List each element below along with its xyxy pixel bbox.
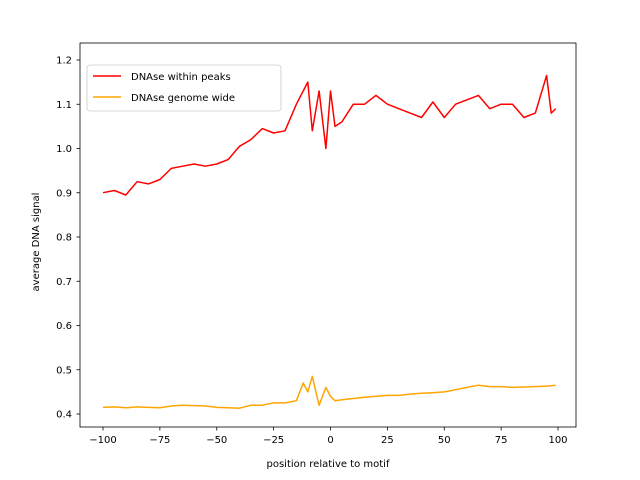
legend-box xyxy=(86,64,282,112)
y-tick-label: 0.8 xyxy=(56,233,72,244)
series-line-1 xyxy=(102,375,556,409)
y-tick-label: 0.4 xyxy=(56,410,72,421)
y-tick-label: 0.5 xyxy=(56,365,72,376)
x-axis-label: position relative to motif xyxy=(267,459,390,470)
axes-frame xyxy=(79,42,577,428)
x-tick-label: −25 xyxy=(263,435,284,446)
legend-label-peaks: DNAse within peaks xyxy=(131,72,231,83)
y-tick-label: 0.9 xyxy=(56,188,72,199)
x-tick-label: −100 xyxy=(89,435,116,446)
y-tick-label: 1.1 xyxy=(56,100,72,111)
x-tick-label: 50 xyxy=(438,435,451,446)
plot-area xyxy=(102,74,557,409)
x-axis: −100 −75 −50 −25 0 25 50 75 100 xyxy=(89,427,568,446)
y-tick-label: 0.7 xyxy=(56,277,72,288)
y-tick-label: 1.0 xyxy=(56,144,72,155)
x-tick-label: 75 xyxy=(495,435,508,446)
x-tick-label: 25 xyxy=(381,435,394,446)
legend-label-genome: DNAse genome wide xyxy=(131,93,235,104)
series-line-0 xyxy=(102,74,557,196)
x-tick-label: −50 xyxy=(206,435,227,446)
x-tick-label: 0 xyxy=(327,435,333,446)
y-axis-label: average DNA signal xyxy=(31,193,42,292)
y-axis: 0.4 0.5 0.6 0.7 0.8 0.9 1.0 1.1 1.2 xyxy=(56,56,80,421)
legend: DNAse within peaks DNAse genome wide xyxy=(86,64,282,112)
x-tick-label: 100 xyxy=(548,435,567,446)
y-tick-label: 0.6 xyxy=(56,321,72,332)
y-tick-label: 1.2 xyxy=(56,56,72,67)
x-tick-label: −75 xyxy=(149,435,170,446)
